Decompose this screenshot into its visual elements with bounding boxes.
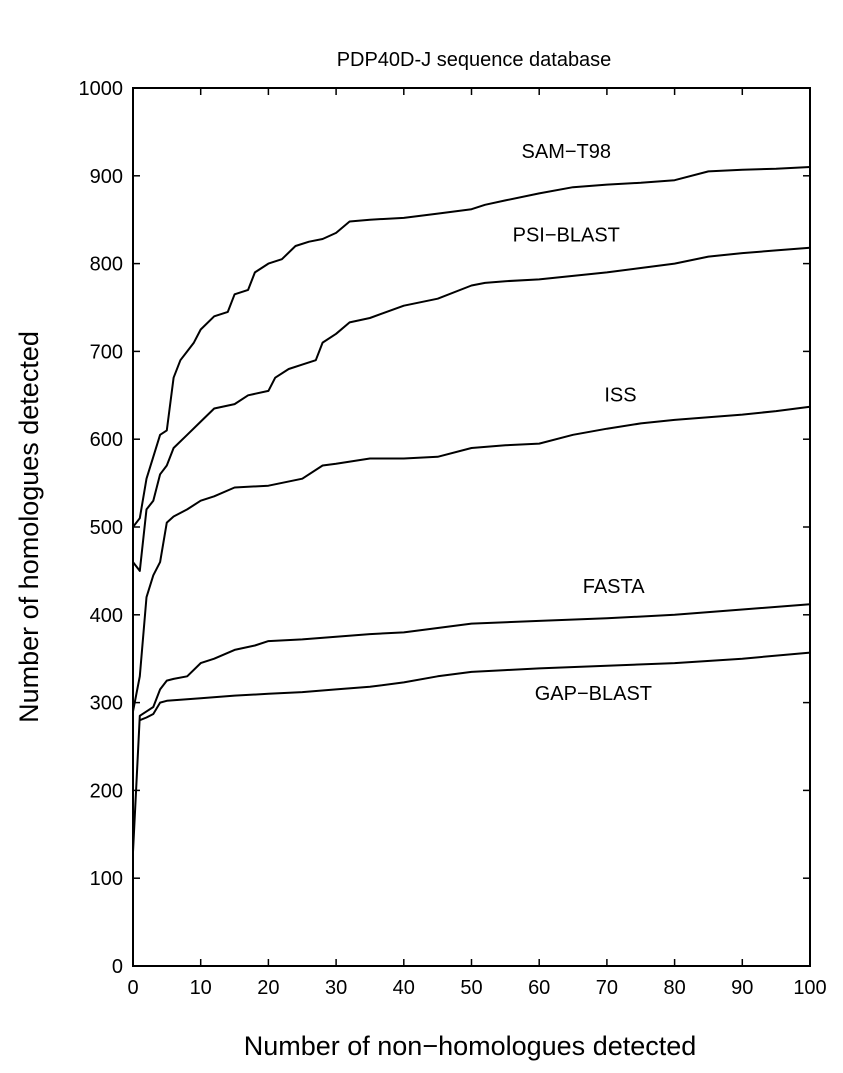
x-tick-label: 90: [731, 977, 753, 999]
x-tick-label: 100: [793, 977, 826, 999]
x-tick-label: 0: [127, 977, 138, 999]
y-tick-label: 300: [90, 693, 123, 715]
y-tick-label: 700: [90, 341, 123, 363]
x-tick-label: 70: [596, 977, 618, 999]
series-label-iss: ISS: [604, 384, 636, 406]
y-tick-label: 500: [90, 517, 123, 539]
x-tick-label: 30: [325, 977, 347, 999]
y-tick-label: 100: [90, 868, 123, 890]
series-line-psi-blast: [132, 246, 811, 572]
series-line-sam-t98: [132, 166, 811, 528]
y-tick-label: 200: [90, 780, 123, 802]
x-tick-label: 20: [257, 977, 279, 999]
series-line-fasta: [132, 603, 811, 852]
x-tick-label: 80: [663, 977, 685, 999]
x-tick-label: 50: [460, 977, 482, 999]
series-label-fasta: FASTA: [583, 576, 646, 598]
y-tick-label: 800: [90, 254, 123, 276]
series-label-sam-t98: SAM−T98: [522, 141, 611, 163]
y-tick-label: 1000: [79, 78, 124, 100]
series-label-psi-blast: PSI−BLAST: [513, 225, 620, 247]
plot-area: 0 10 20 30 40 50 60 70 80 90 100010020030040050060…: [79, 78, 827, 999]
plot-frame: [132, 87, 811, 967]
series-line-gap-blast: [139, 651, 811, 722]
chart-title: PDP40D-J sequence database: [337, 49, 612, 71]
x-tick-label: 10: [190, 977, 212, 999]
series-label-gap-blast: GAP−BLAST: [535, 683, 652, 705]
x-tick-label: 40: [393, 977, 415, 999]
y-tick-label: 400: [90, 605, 123, 627]
y-tick-label: 600: [90, 429, 123, 451]
x-axis-label: Number of non−homologues detected: [244, 1031, 697, 1061]
y-axis-label: Number of homologues detected: [14, 331, 44, 723]
y-tick-label: 900: [90, 166, 123, 188]
y-tick-label: 0: [112, 956, 123, 978]
series-line-iss: [132, 405, 811, 712]
x-tick-label: 60: [528, 977, 550, 999]
